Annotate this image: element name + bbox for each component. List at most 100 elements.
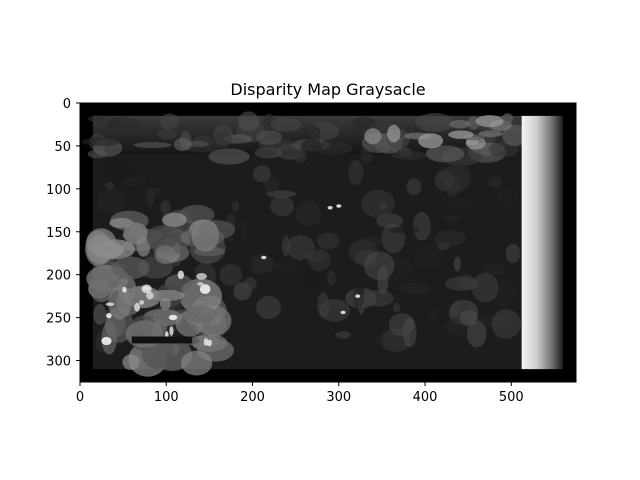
disparity-blob <box>240 219 254 242</box>
disparity-blob <box>203 338 209 346</box>
disparity-blob <box>392 302 401 313</box>
disparity-blob <box>373 336 386 344</box>
disparity-blob <box>124 176 146 187</box>
disparity-blob <box>379 202 387 211</box>
disparity-blob <box>445 276 479 291</box>
disparity-blob <box>481 263 506 276</box>
x-tick-label: 500 <box>499 390 524 405</box>
disparity-blob <box>444 213 461 224</box>
y-tick-label: 0 <box>63 97 71 112</box>
disparity-blob <box>134 302 141 312</box>
disparity-blob <box>270 117 302 132</box>
disparity-blob <box>177 270 185 280</box>
disparity-blob <box>108 285 132 320</box>
disparity-blob <box>252 165 271 183</box>
disparity-blob <box>168 314 178 321</box>
disparity-blob <box>256 295 281 320</box>
disparity-blob <box>363 251 395 281</box>
disparity-blob <box>433 230 466 246</box>
disparity-right-band <box>521 115 564 370</box>
disparity-blob <box>133 142 172 148</box>
disparity-blob <box>106 313 112 319</box>
disparity-blob <box>160 200 171 215</box>
disparity-blob <box>81 137 122 147</box>
disparity-blob <box>273 261 300 272</box>
disparity-blob <box>319 298 351 322</box>
y-tick-label: 50 <box>54 140 71 155</box>
disparity-blob <box>219 263 243 286</box>
disparity-blob <box>336 204 342 208</box>
disparity-blob <box>497 187 519 210</box>
disparity-blob <box>467 116 479 130</box>
axes-frame <box>79 102 577 383</box>
disparity-blob <box>453 256 461 272</box>
disparity-blob <box>122 286 127 293</box>
disparity-blob <box>429 307 438 321</box>
disparity-blob <box>441 164 472 192</box>
disparity-blob <box>185 305 217 324</box>
disparity-blob <box>415 113 455 132</box>
disparity-blob <box>327 206 333 210</box>
disparity-blob <box>399 282 430 295</box>
disparity-blob <box>361 189 395 218</box>
disparity-blob <box>105 181 115 190</box>
disparity-blob <box>157 128 177 140</box>
disparity-blob <box>348 160 364 186</box>
disparity-blob <box>86 234 115 264</box>
disparity-image <box>80 103 576 382</box>
disparity-blob <box>502 124 528 147</box>
disparity-blob <box>173 138 192 152</box>
disparity-blob <box>412 211 431 241</box>
y-tick-label: 250 <box>46 312 71 327</box>
disparity-blob <box>88 267 115 303</box>
disparity-blob <box>359 237 384 246</box>
disparity-blob <box>263 177 280 194</box>
y-axis: 0 50 100 150 200 250 300 <box>46 97 80 370</box>
y-tick-label: 200 <box>46 269 71 284</box>
disparity-blob <box>136 236 151 257</box>
disparity-blob <box>363 289 394 307</box>
disparity-blob <box>471 272 499 303</box>
disparity-blob <box>146 225 178 252</box>
disparity-blob <box>459 310 478 326</box>
disparity-blob <box>180 350 213 376</box>
disparity-blob <box>300 138 323 157</box>
disparity-blob <box>261 255 267 260</box>
disparity-blob <box>425 145 465 163</box>
disparity-blob <box>154 245 176 264</box>
disparity-blob <box>139 300 145 305</box>
disparity-blob <box>243 277 257 291</box>
disparity-blob <box>295 200 322 227</box>
disparity-blob <box>391 150 427 160</box>
disparity-blob <box>105 116 141 139</box>
x-tick-label: 400 <box>413 390 438 405</box>
disparity-blob <box>145 187 164 196</box>
disparity-blob <box>475 115 504 128</box>
disparity-blob <box>356 269 365 299</box>
disparity-blob <box>301 265 328 289</box>
disparity-dark-stripe <box>131 336 193 344</box>
disparity-blob <box>505 243 521 264</box>
disparity-blob <box>191 219 220 252</box>
disparity-blob <box>307 248 331 272</box>
disparity-blob <box>159 113 179 130</box>
x-tick-label: 200 <box>240 390 265 405</box>
disparity-blob <box>387 124 401 143</box>
disparity-blob <box>93 303 107 326</box>
disparity-blob <box>294 150 307 163</box>
disparity-blob <box>491 309 522 339</box>
disparity-blob <box>389 226 420 234</box>
disparity-blob <box>355 294 361 298</box>
disparity-blob <box>406 178 422 196</box>
disparity-blob <box>141 284 152 294</box>
disparity-blob <box>199 284 211 295</box>
disparity-blob <box>446 199 474 210</box>
x-axis: 0 100 200 300 400 500 <box>76 382 524 405</box>
disparity-blob <box>231 201 240 212</box>
disparity-blob <box>326 270 336 286</box>
disparity-blob <box>449 119 471 129</box>
disparity-blob <box>161 212 187 228</box>
disparity-blob <box>215 130 232 149</box>
disparity-blob <box>340 310 346 315</box>
